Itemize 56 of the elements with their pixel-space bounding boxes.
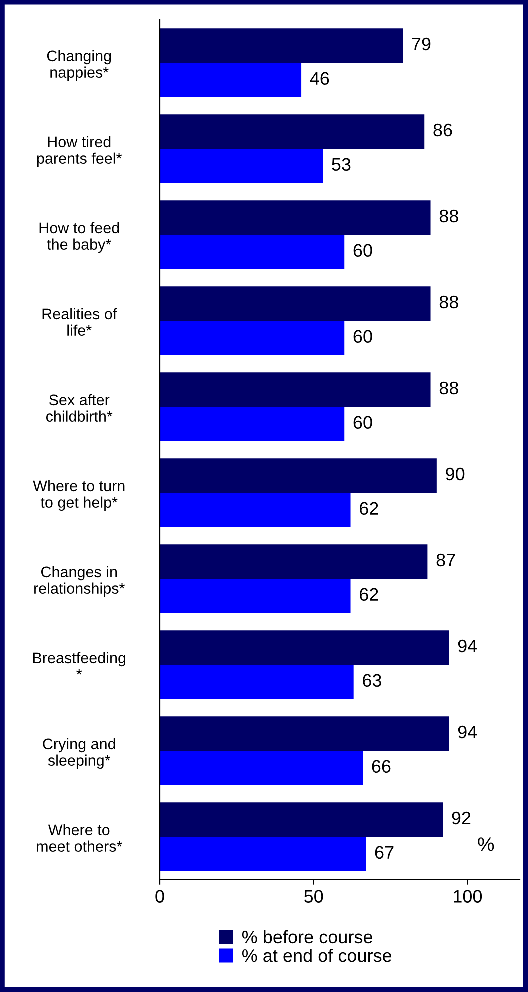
bar: [160, 28, 404, 63]
x-tick-label: 0: [156, 890, 164, 903]
y-tick-label: Where to meet others*: [37, 824, 122, 852]
bar: [160, 286, 431, 321]
y-tick-label: Realities of life*: [42, 308, 118, 336]
y-tick-label: Breastfeeding *: [33, 652, 126, 675]
y-tick-label: Where to turn to get help*: [33, 480, 125, 512]
data-label: 88: [440, 382, 458, 395]
data-label: 67: [375, 846, 394, 860]
bar: [160, 493, 351, 528]
bar: [160, 665, 354, 700]
bar: [160, 802, 444, 837]
data-label: 60: [354, 244, 372, 258]
data-label: 62: [360, 588, 378, 602]
bar: [160, 751, 364, 786]
data-label: 79: [412, 38, 431, 51]
data-label: 86: [434, 124, 452, 137]
x-axis-title: %: [478, 838, 494, 852]
legend-label: % before course: [242, 930, 372, 944]
bar: [160, 837, 366, 872]
data-label: 66: [372, 760, 391, 774]
y-tick-label: Sex after childbirth*: [46, 394, 113, 422]
data-label: 92: [452, 812, 471, 825]
bar: [160, 200, 431, 235]
bar: [160, 630, 450, 665]
y-tick-label: How tired parents feel*: [37, 136, 122, 168]
data-label: 60: [354, 330, 372, 344]
bar: [160, 544, 428, 579]
legend-label: % at end of course: [242, 949, 392, 962]
bar: [160, 716, 450, 751]
data-label: 94: [458, 640, 478, 653]
y-tick-label: Crying and sleeping*: [43, 738, 116, 770]
x-tick-label: 50: [304, 890, 324, 903]
data-label: 90: [446, 468, 465, 481]
y-tick-label: Changes in relationships*: [34, 566, 125, 598]
data-label: 88: [440, 296, 458, 309]
bar: [160, 458, 437, 493]
bar: [160, 407, 345, 442]
bar: [160, 63, 302, 98]
data-label: 63: [363, 674, 382, 688]
bar: [160, 235, 345, 270]
data-label: 94: [458, 726, 478, 739]
data-label: 62: [360, 502, 378, 516]
bar: [160, 579, 351, 614]
data-label: 87: [436, 554, 456, 567]
bar: [160, 114, 425, 149]
y-tick-label: How to feed the baby*: [40, 222, 120, 254]
bar: [160, 149, 324, 184]
data-label: 53: [332, 158, 351, 172]
y-tick-label: Changing nappies*: [47, 50, 112, 82]
bar: [160, 321, 345, 356]
data-label: 88: [440, 210, 458, 223]
data-label: 46: [310, 72, 330, 86]
x-tick-label: 100: [454, 890, 482, 903]
bar: [160, 372, 431, 407]
data-label: 60: [354, 416, 372, 430]
